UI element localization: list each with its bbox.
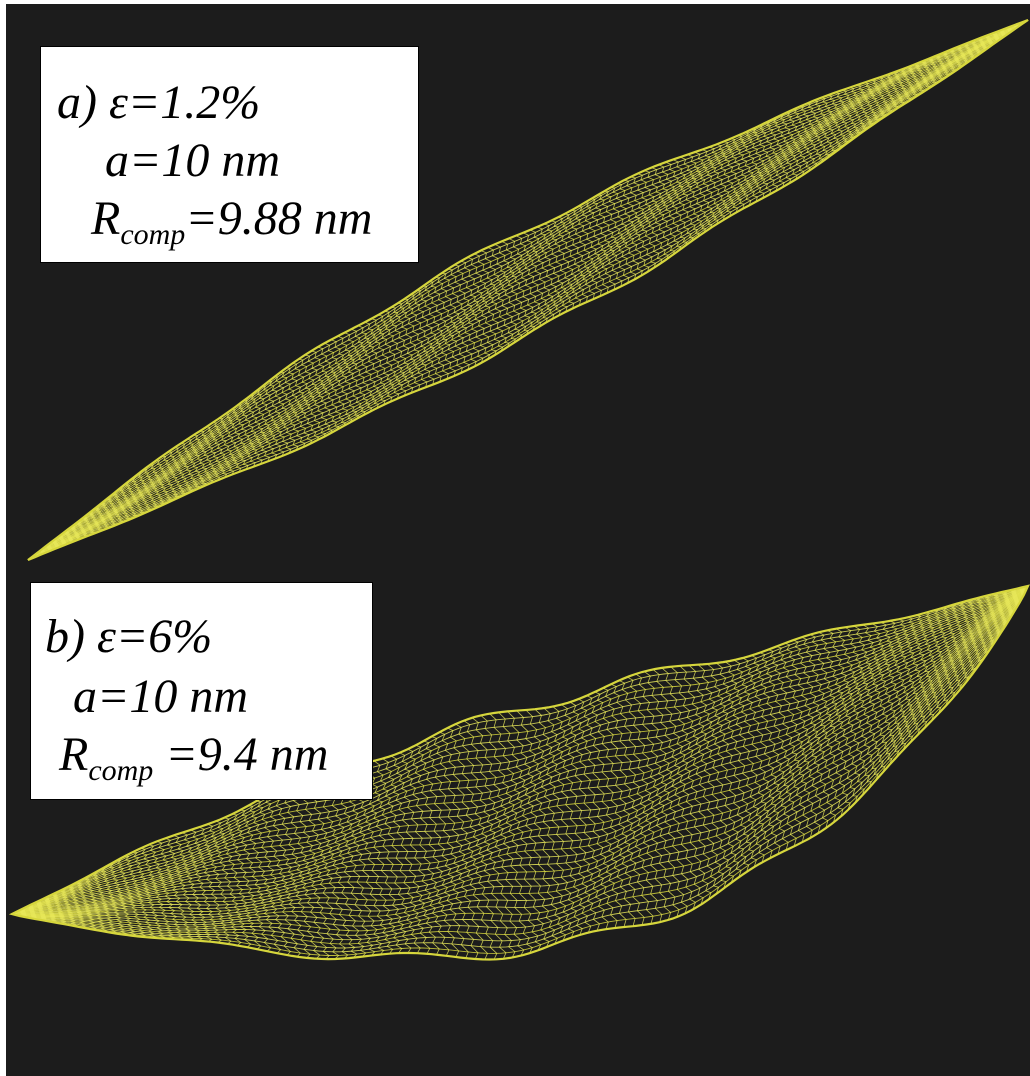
strain-label-a: a) ε=1.2%: [57, 76, 261, 129]
mesh-lines: [8, 584, 1030, 961]
radius-label-b: Rcomp =9.4 nm: [59, 728, 329, 787]
radius-label-a: Rcomp=9.88 nm: [91, 192, 373, 251]
label-box-b: b) ε=6% a=10 nm Rcomp =9.4 nm: [30, 582, 373, 800]
panel-b: b) ε=6% a=10 nm Rcomp =9.4 nm: [6, 562, 1030, 1076]
size-label-b: a=10 nm: [73, 670, 249, 723]
strain-label-b: b) ε=6%: [45, 610, 213, 663]
graphene-mesh-a: [27, 18, 1029, 562]
size-label-a: a=10 nm: [105, 134, 281, 187]
mesh-lines: [27, 18, 1029, 562]
label-box-a: a) ε=1.2% a=10 nm Rcomp=9.88 nm: [40, 46, 419, 263]
panel-a: a) ε=1.2% a=10 nm Rcomp=9.88 nm: [6, 4, 1030, 564]
graphene-mesh-b: [8, 584, 1030, 961]
